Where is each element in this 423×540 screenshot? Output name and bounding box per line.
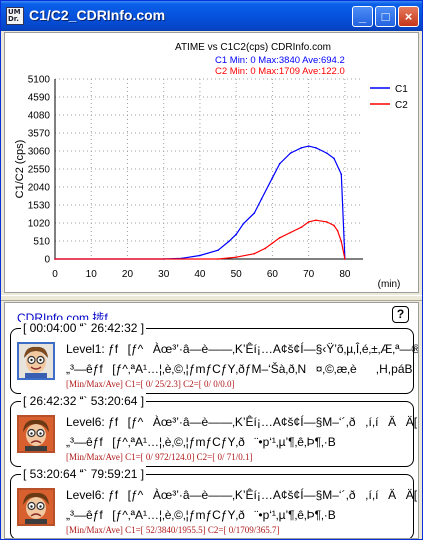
- app-icon[interactable]: UM Dr.: [6, 7, 24, 25]
- data-point-C1: [271, 177, 274, 179]
- worried-face-icon: [17, 488, 55, 526]
- help-button[interactable]: ?: [392, 306, 409, 323]
- data-point-C2: [333, 224, 335, 227]
- window-title: C1/C2_CDRInfo.com: [29, 7, 166, 23]
- data-point-C2: [315, 219, 317, 221]
- x-tick-label: 80: [339, 269, 351, 280]
- y-tick-label: 4590: [28, 93, 51, 104]
- data-point-C1: [307, 145, 310, 147]
- maximize-button[interactable]: □: [375, 6, 396, 27]
- y-tick-label: 5100: [28, 75, 51, 86]
- x-tick-label: 50: [231, 269, 243, 280]
- y-tick-label: 1530: [28, 201, 51, 212]
- x-tick-label: 40: [194, 269, 206, 280]
- worried-face-icon: [17, 415, 55, 453]
- data-point-C2: [340, 240, 343, 243]
- y-tick-label: 510: [33, 237, 50, 248]
- smiling-face-icon: [17, 342, 55, 380]
- data-point-C1: [260, 198, 263, 200]
- data-point-C2: [217, 258, 219, 260]
- data-point-C1: [217, 249, 219, 251]
- entry-time-range: [ 00:04:00 ` 26:42:32 ]: [21, 320, 147, 335]
- result-entry[interactable]: [ 00:04:00 ` 26:42:32 ] Level1: ƒf[ƒ^…: [10, 320, 418, 394]
- series-line-C2: [55, 219, 346, 260]
- entry-stats: [Min/Max/Ave] C1=[ 0/ 972/124.0] C2=[ 0/…: [66, 452, 253, 462]
- x-tick-label: 30: [158, 269, 170, 280]
- y-tick-label: 3570: [28, 129, 51, 140]
- data-point-C2: [300, 226, 303, 229]
- data-point-C1: [228, 240, 230, 243]
- series-stats-C2: C2 Min: 0 Max:1709 Ave:122.0: [215, 66, 345, 77]
- entry-stats: [Min/Max/Ave] C1=[ 0/ 25/2.3] C2=[ 0/ 0/…: [66, 379, 235, 389]
- chart-panel: 0 510 1020 1530 2040 2550 3060 3570 4080 4590 5100…: [4, 32, 419, 293]
- title-bar[interactable]: UM Dr. C1/C2_CDRInfo.com _ □ ×: [1, 1, 422, 31]
- entry-description: „³—êƒf[ƒ^‚ªA¹…¦‚è‚©‚¦ƒmƒCƒY‚ð¨•p‘¹‚µ’¶…: [66, 435, 336, 449]
- data-point-C2: [344, 258, 346, 260]
- app-icon-text: UM Dr.: [8, 8, 21, 23]
- result-list-panel[interactable]: CDRInfo.com 捗f ? [ 00:04:00 ` 26:42:32 …: [4, 302, 419, 539]
- x-tick-label: 60: [267, 269, 279, 280]
- data-point-C1: [242, 222, 245, 225]
- chart-title: ATIME vs C1C2(cps) CDRInfo.com: [175, 42, 331, 53]
- x-tick-label: 0: [52, 269, 58, 280]
- entry-level-text: Level1: ƒf[ƒ^Àœ³’·â—è——‚K’Êí¡…A¢š¢Í—§‹…: [66, 342, 419, 356]
- legend-label-C1: C1: [395, 84, 408, 95]
- entry-description: „³—êƒf[ƒ^‚ªA¹…¦‚è‚©‚¦ƒmƒCƒY‚ðƒM–‘Šà‚ð‚N…: [66, 362, 413, 376]
- chart: 0510102015302040255030603570408045905100…: [14, 42, 408, 290]
- series-stats-C1: C1 Min: 0 Max:3840 Ave:694.2: [215, 55, 345, 66]
- entry-time-range: [ 53:20:64 ` 79:59:21 ]: [21, 466, 147, 481]
- data-point-C1: [333, 157, 335, 160]
- y-tick-label: 2550: [28, 165, 51, 176]
- entry-level-text: Level6: ƒf[ƒ^Àœ³’·â—è——‚K’Êí¡…A¢š¢Í—§M…: [66, 488, 418, 502]
- entry-stats: [Min/Max/Ave] C1=[ 52/3840/1955.5] C2=[ …: [66, 525, 280, 535]
- data-point-C1: [300, 147, 303, 149]
- data-point-C2: [264, 247, 266, 250]
- legend-label-C2: C2: [395, 100, 408, 111]
- data-point-C2: [325, 221, 328, 223]
- x-tick-label: 70: [303, 269, 315, 280]
- data-point-C2: [253, 252, 256, 255]
- data-point-C1: [289, 152, 292, 154]
- data-point-C1: [278, 162, 281, 165]
- data-point-C1: [235, 233, 237, 236]
- data-point-C2: [289, 231, 292, 234]
- result-entry[interactable]: [ 53:20:64 ` 79:59:21 ] Level6: ƒf[ƒ^…: [10, 466, 418, 538]
- y-axis-label: C1/C2 (cps): [14, 140, 26, 199]
- data-point-C1: [199, 254, 201, 257]
- y-tick-label: 2040: [28, 183, 51, 194]
- entry-time-range: [ 26:42:32 ` 53:20:64 ]: [21, 393, 147, 408]
- y-tick-label: 3060: [28, 147, 51, 158]
- pane-splitter[interactable]: [1, 295, 422, 301]
- y-tick-label: 0: [44, 255, 50, 266]
- data-point-C2: [278, 237, 281, 239]
- y-tick-label: 4080: [28, 111, 51, 122]
- x-axis-label: (min): [378, 279, 401, 290]
- entry-level-text: Level6: ƒf[ƒ^Àœ³’·â—è——‚K’Êí¡…A¢š¢Í—§M…: [66, 415, 418, 429]
- x-tick-label: 10: [86, 269, 98, 280]
- data-point-C2: [307, 221, 310, 223]
- x-tick-label: 20: [122, 269, 134, 280]
- data-point-C2: [271, 242, 274, 244]
- y-tick-label: 1020: [28, 219, 51, 230]
- data-point-C1: [325, 152, 328, 154]
- close-button[interactable]: ×: [398, 6, 419, 27]
- data-point-C2: [336, 229, 339, 232]
- data-point-C2: [54, 258, 56, 260]
- data-point-C1: [315, 147, 317, 149]
- data-point-C1: [253, 212, 256, 214]
- entry-description: „³—êƒf[ƒ^‚ªA¹…¦‚è‚©‚¦ƒmƒCƒY‚ð¨•p‘¹‚µ’¶…: [66, 508, 336, 522]
- data-point-C1: [340, 173, 343, 176]
- minimize-button[interactable]: _: [352, 6, 373, 27]
- result-entry[interactable]: [ 26:42:32 ` 53:20:64 ] Level6: ƒf[ƒ^…: [10, 393, 418, 467]
- data-point-C2: [235, 256, 237, 259]
- series-line-C1: [55, 145, 346, 260]
